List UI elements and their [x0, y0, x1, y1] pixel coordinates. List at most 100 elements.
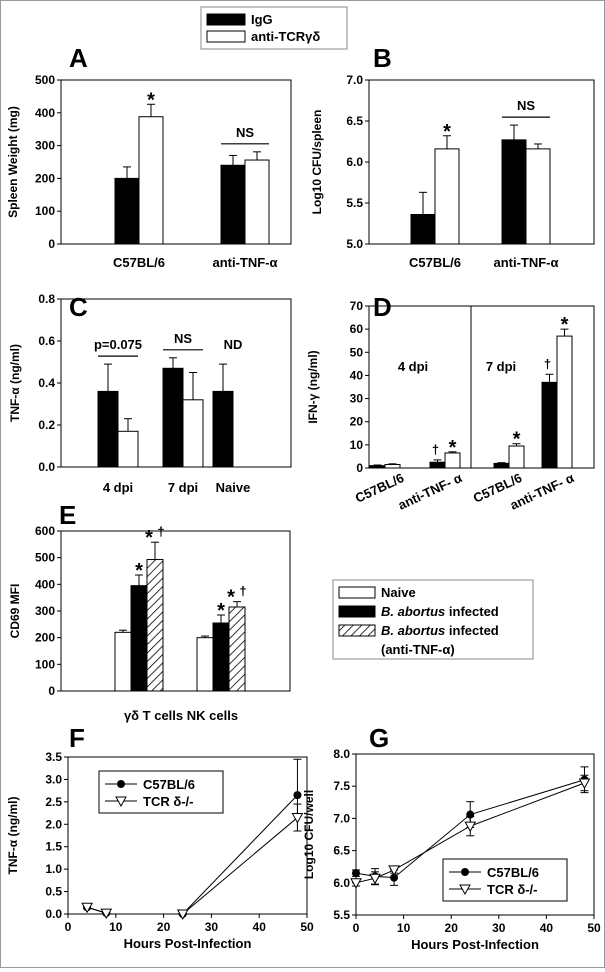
x-category-label-D: anti-TNF- α [396, 470, 465, 513]
bar-E [212, 622, 230, 692]
group-label-D: 4 dpi [398, 359, 428, 374]
x-tick-label-F: 50 [300, 920, 314, 934]
annotation-D: † [432, 442, 439, 457]
y-tick-label-G: 6.5 [333, 844, 350, 858]
x-category-label-B: anti-TNF-α [493, 255, 558, 270]
y-tick-label-A: 400 [35, 106, 55, 120]
x-tick-label-F: 10 [109, 920, 123, 934]
y-tick-label-D: 50 [350, 345, 364, 359]
legend-text-italic: B. abortus [381, 604, 445, 619]
y-tick-label-D: 10 [350, 438, 364, 452]
y-tick-label-E: 600 [35, 524, 55, 538]
annotation-C: p=0.075 [94, 337, 142, 352]
y-tick-label-D: 40 [350, 368, 364, 382]
panel-label-D: D [373, 292, 392, 322]
legend-swatch-E [338, 624, 376, 637]
bar-D [556, 335, 573, 469]
legend-label-G: TCR δ-/- [487, 882, 537, 897]
annotation-E: † [157, 524, 164, 539]
y-tick-label-E: 0 [48, 684, 55, 698]
point-circle-F [293, 791, 302, 800]
plot-frame-D [368, 305, 595, 469]
x-category-label-A: C57BL/6 [113, 255, 165, 270]
bar-A [138, 116, 164, 245]
x-axis-label-F: Hours Post-Infection [124, 936, 252, 951]
series-line-F [182, 817, 298, 915]
legend-label-G: C57BL/6 [487, 865, 539, 880]
x-tick-label-G: 40 [540, 921, 554, 935]
point-circle-G [352, 869, 360, 878]
x-tick-label-F: 20 [157, 920, 171, 934]
y-tick-label-D: 60 [350, 322, 364, 336]
x-category-label-A: anti-TNF-α [212, 255, 277, 270]
y-tick-label-C: 0.6 [38, 334, 55, 348]
bar-E [228, 606, 246, 692]
legend-box-F [98, 770, 224, 814]
legend-text: infected [445, 623, 499, 638]
annotation-D: * [561, 314, 569, 336]
point-triangle-F [291, 813, 304, 824]
y-tick-label-G: 6.0 [333, 876, 350, 890]
y-tick-label-A: 200 [35, 171, 55, 185]
y-tick-label-F: 1.5 [45, 840, 62, 854]
legend-swatch-E [338, 586, 376, 599]
y-tick-label-F: 0.5 [45, 885, 62, 899]
bar-C [162, 367, 184, 468]
legend-text: infected [445, 604, 499, 619]
series-line-F [182, 794, 298, 915]
bar-E [146, 559, 164, 692]
point-triangle-G [350, 878, 362, 889]
y-tick-label-E: 300 [35, 604, 55, 618]
y-tick-label-F: 3.0 [45, 772, 62, 786]
y-tick-label-B: 7.0 [346, 73, 363, 87]
x-tick-label-F: 40 [253, 920, 267, 934]
legend-swatch-E [338, 605, 376, 618]
panel-label-C: C [69, 292, 88, 322]
bar-D [541, 381, 558, 469]
bar-C [117, 430, 139, 468]
bar-A [244, 159, 270, 245]
bar-C [212, 390, 234, 468]
y-tick-label-A: 0 [48, 237, 55, 251]
annotation-E: † [239, 584, 246, 599]
panel-label-E: E [59, 500, 76, 530]
point-triangle-F [81, 902, 93, 914]
y-axis-label-G: Log10 CFU/well [302, 790, 316, 879]
point-triangle-F [176, 909, 189, 921]
y-tick-label-C: 0.4 [38, 376, 55, 390]
annotation-D: † [544, 356, 551, 371]
legend-marker-G [459, 884, 471, 896]
y-tick-label-D: 70 [350, 299, 364, 313]
x-tick-label-G: 30 [492, 921, 506, 935]
y-axis-label-A: Spleen Weight (mg) [6, 106, 20, 218]
bar-D [429, 461, 446, 469]
annotation-C: ND [224, 337, 243, 352]
y-tick-label-B: 5.5 [346, 196, 363, 210]
x-axis-label-G: Hours Post-Infection [411, 937, 539, 952]
point-triangle-F [100, 908, 113, 920]
y-tick-label-F: 2.0 [45, 817, 62, 831]
y-tick-label-E: 500 [35, 551, 55, 565]
y-axis-label-C: TNF-α (ng/ml) [8, 344, 22, 422]
plot-frame-A [60, 79, 292, 245]
bar-A [220, 164, 246, 245]
x-tick-label-F: 30 [205, 920, 219, 934]
y-tick-label-C: 0.2 [38, 418, 55, 432]
legend-label-top: anti-TCRγδ [251, 29, 320, 44]
y-tick-label-F: 1.0 [45, 862, 62, 876]
legend-label-F: C57BL/6 [143, 777, 195, 792]
bar-E [130, 585, 148, 692]
group-label-D: 7 dpi [486, 359, 516, 374]
bar-D [369, 465, 386, 469]
y-tick-label-A: 500 [35, 73, 55, 87]
y-tick-label-G: 7.5 [333, 779, 350, 793]
y-tick-label-A: 300 [35, 139, 55, 153]
legend-swatch-top [206, 13, 246, 26]
legend-label-E: B. abortus infected [381, 623, 499, 638]
y-tick-label-F: 0.0 [45, 907, 62, 921]
bar-E [196, 637, 214, 692]
bar-E [114, 631, 132, 692]
y-tick-label-D: 0 [356, 461, 363, 475]
y-tick-label-E: 400 [35, 577, 55, 591]
